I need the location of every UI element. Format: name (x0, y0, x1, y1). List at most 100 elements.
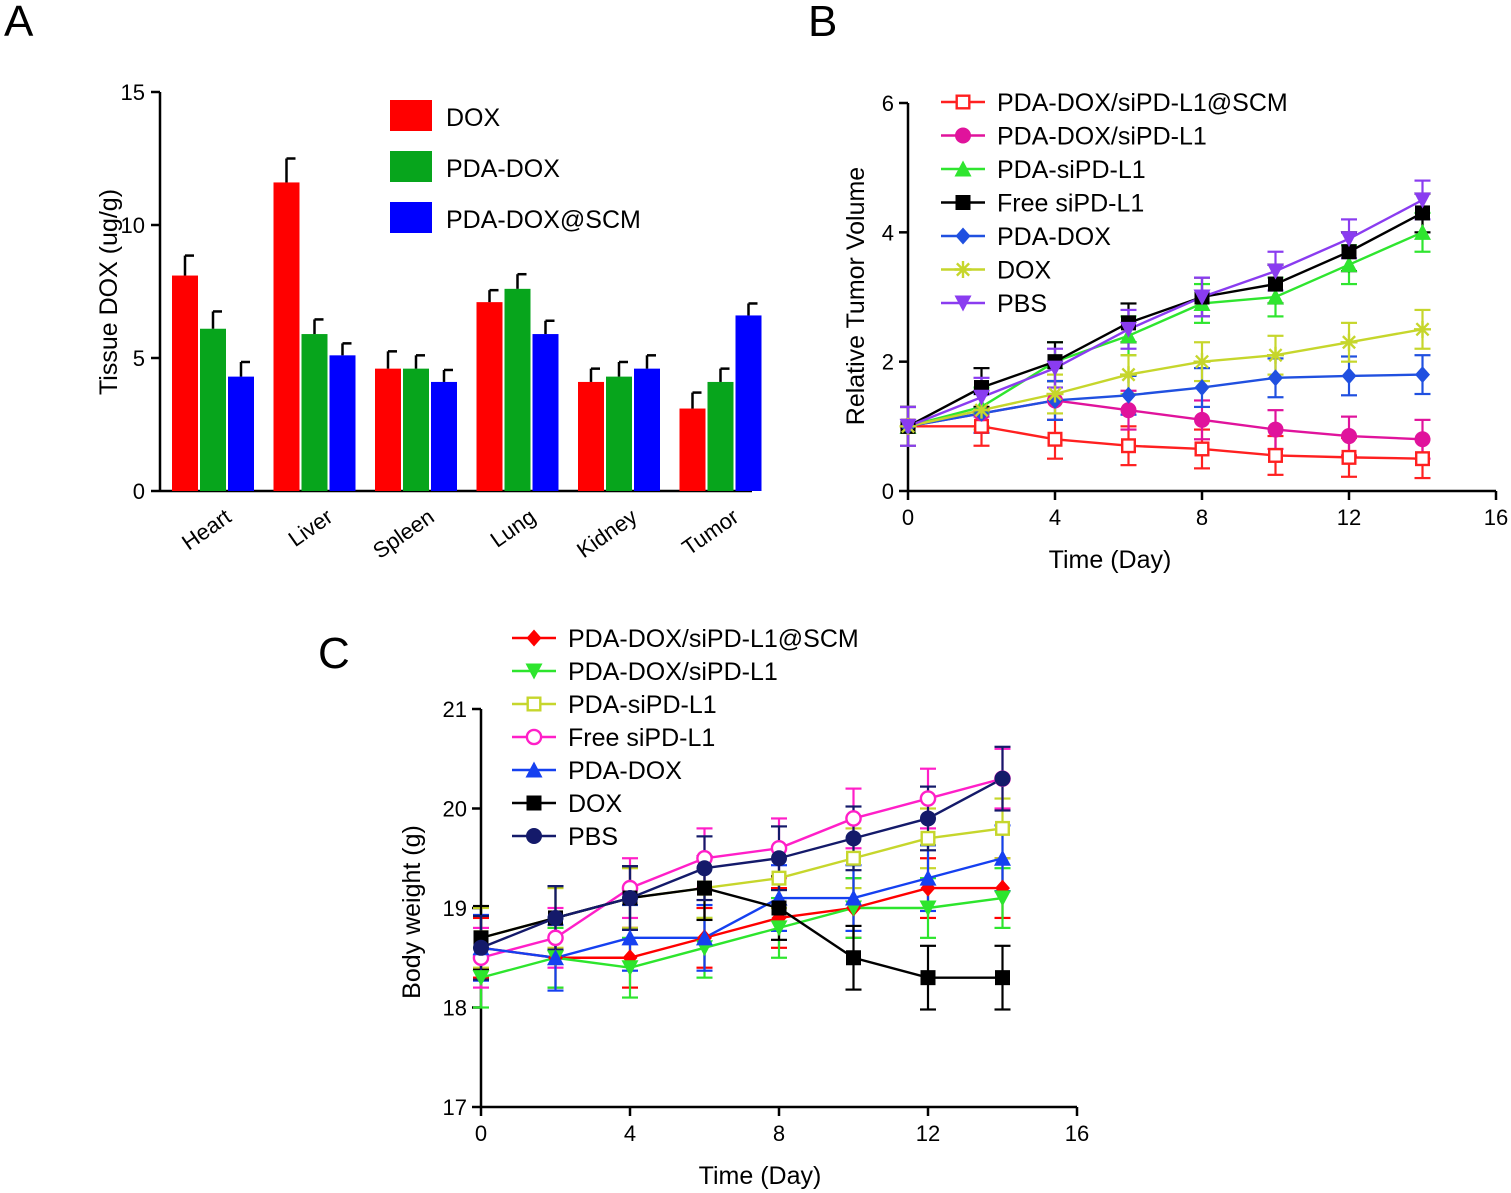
legend-label: DOX (568, 790, 623, 818)
data-point (1414, 192, 1431, 209)
data-point (920, 830, 936, 846)
legend-swatch (390, 100, 432, 131)
data-point (473, 939, 489, 956)
y-tick-label: 18 (443, 996, 467, 1021)
chart-b-relative-tumor-volume: 0 2 4 6 0 4 8 12 16 Time (Day) Relative Tumor Volu… (842, 89, 1508, 574)
legend-label: PDA-siPD-L1 (997, 156, 1146, 184)
data-point (1341, 367, 1357, 385)
series-line (480, 777, 1003, 959)
data-point (994, 770, 1011, 787)
legend-label: PDA-DOX/siPD-L1@SCM (997, 89, 1288, 117)
data-point (973, 389, 990, 406)
data-point (1341, 244, 1357, 260)
bar (403, 368, 429, 491)
data-point (1194, 441, 1210, 457)
data-point (697, 880, 712, 896)
data-point (919, 900, 937, 917)
data-point (771, 850, 787, 867)
data-point (1194, 411, 1210, 428)
data-point (1414, 223, 1431, 240)
chart-a-tissue-dox: 0 5 10 15 Heart Liver Spleen Lung Kidney Tumor Tis… (95, 80, 762, 564)
legend-swatch (390, 202, 432, 233)
data-point (622, 890, 638, 907)
legend-label: PBS (568, 823, 618, 851)
y-tick-label: 4 (882, 220, 894, 245)
y-tick-label: 6 (882, 91, 894, 116)
data-point (994, 890, 1011, 907)
data-point (696, 929, 713, 946)
data-point (1267, 263, 1284, 280)
panel-letter-a: A (4, 0, 34, 46)
data-point (1267, 288, 1284, 305)
bar (679, 408, 706, 491)
legend-marker (525, 663, 543, 680)
data-point (1121, 386, 1136, 404)
legend-marker (955, 94, 971, 110)
x-tick-label: 0 (902, 505, 914, 530)
data-point (920, 810, 936, 827)
y-tick-label: 0 (133, 479, 145, 504)
bar (431, 381, 457, 491)
y-axis-title: Relative Tumor Volume (842, 167, 870, 425)
series-line (907, 231, 1423, 428)
series-line (480, 857, 1003, 959)
legend-label: PDA-DOX/siPD-L1@SCM (568, 625, 859, 653)
panel-letter-b: B (808, 0, 837, 46)
data-point (547, 949, 564, 966)
data-point (995, 970, 1010, 986)
bar (578, 381, 604, 491)
bar (707, 381, 734, 491)
data-point (974, 418, 990, 434)
legend-label: Free siPD-L1 (568, 724, 715, 752)
x-tick-label: 4 (624, 1121, 636, 1146)
bar (200, 328, 226, 491)
data-point (547, 929, 564, 947)
data-point (1194, 379, 1210, 397)
data-point (973, 401, 990, 419)
data-point (1120, 366, 1137, 384)
x-tick-label: 12 (1337, 505, 1361, 530)
data-point (472, 970, 490, 987)
series-line (480, 896, 1003, 979)
data-point (1415, 366, 1430, 384)
data-point (1047, 431, 1063, 447)
y-tick-label: 15 (121, 80, 145, 105)
bar (532, 334, 559, 491)
data-point (1193, 353, 1211, 371)
series-line (908, 425, 1423, 460)
x-tick-label: Lung (486, 504, 540, 553)
legend-marker (525, 761, 543, 778)
data-point (899, 418, 917, 435)
legend-label: PBS (997, 290, 1047, 318)
data-point (1267, 346, 1284, 364)
data-point (846, 850, 862, 866)
y-tick-label: 19 (443, 896, 467, 921)
series-line (907, 328, 1423, 428)
data-point (1340, 333, 1358, 351)
data-point (995, 820, 1011, 836)
data-point (1415, 205, 1430, 221)
panel-letter-c: C (318, 629, 350, 678)
data-point (621, 929, 639, 946)
legend-marker (525, 728, 543, 746)
data-point (771, 900, 787, 916)
data-point (1414, 451, 1430, 467)
data-point (1414, 320, 1431, 338)
series-line (907, 198, 1424, 428)
legend-marker (526, 629, 542, 647)
x-tick-label: Spleen (368, 504, 438, 564)
y-tick-label: 0 (882, 479, 894, 504)
data-point (1046, 385, 1064, 403)
y-tick-label: 21 (443, 697, 467, 722)
data-point (919, 790, 937, 807)
legend-marker (954, 160, 972, 177)
x-tick-label: 16 (1484, 505, 1508, 530)
bar (606, 376, 632, 491)
data-point (845, 810, 862, 827)
legend-marker (526, 696, 542, 712)
data-point (1193, 289, 1211, 306)
chart-c-body-weight: 17 18 19 20 21 0 4 8 12 16 Time (Day) Body weight (… (398, 625, 1089, 1190)
y-tick-label: 5 (133, 346, 145, 371)
data-point (994, 849, 1011, 866)
